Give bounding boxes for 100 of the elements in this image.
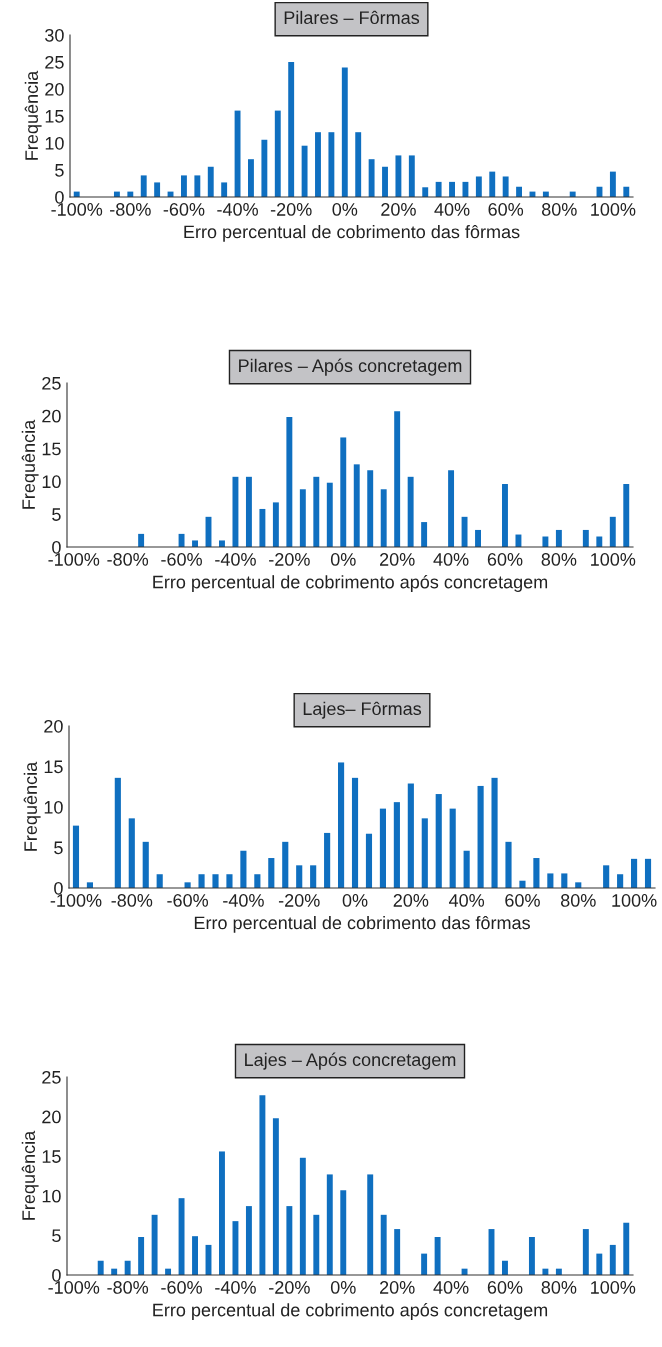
bar [282,841,289,888]
bar [462,181,469,197]
bar [259,508,266,547]
bar [296,865,303,888]
bar [219,540,225,547]
bar [245,1206,252,1275]
bar [338,762,345,888]
bar [124,1260,131,1275]
x-tick-label: -60% [163,203,205,216]
x-tick-label: 40% [448,894,485,907]
y-tick-label: 15 [45,110,64,123]
x-axis-title: Erro percentual de cobrimento após concretagem [153,574,548,592]
bar [178,533,185,547]
chart-title: Lajes– Fôrmas [303,701,422,719]
x-tick-label: -20% [278,894,320,907]
bar [365,833,373,888]
x-tick-label: -80% [111,894,153,907]
y-tick-label: 15 [42,1150,61,1163]
x-tick-label: -100% [50,894,102,907]
x-tick-label: 0% [330,1281,356,1294]
x-tick-label: 100% [612,894,657,907]
bar [72,825,80,888]
y-tick-label: 15 [44,760,63,774]
x-tick-label: -60% [161,553,202,566]
bar [192,1236,198,1275]
bar [489,171,496,197]
bar [232,1221,239,1275]
chart-title: Pilares – Fôrmas [284,10,420,25]
bar [315,132,321,197]
y-tick-label: 10 [42,475,61,489]
bar [395,155,402,197]
bar [355,132,362,197]
bar [248,159,254,197]
bar [582,1229,589,1275]
y-tick-label: 10 [45,136,64,150]
x-tick-label: -20% [269,1281,310,1294]
bar [286,1206,293,1275]
bar [582,529,589,547]
chart-title: Pilares – Após concretagem [239,358,462,376]
bar [194,175,201,197]
bar [463,850,470,888]
x-tick-label: 100% [591,1281,636,1294]
x-tick-label: -40% [215,1281,256,1294]
x-tick-label: -80% [107,1281,149,1294]
x-tick-label: 20% [380,1281,415,1294]
bar [326,482,333,547]
bar [340,1190,347,1275]
bar [140,175,147,197]
x-axis-title: Erro percentual de cobrimento após concretagem [153,1302,548,1320]
bar [299,489,306,547]
bar [435,794,442,888]
bar [268,858,275,888]
x-tick-label: 40% [434,203,470,216]
bar [299,1157,306,1275]
y-tick-label: 20 [45,82,64,96]
bar [138,1236,145,1275]
bar [623,1222,630,1275]
x-tick-label: 40% [433,553,469,566]
bar [555,529,562,547]
bar [192,540,198,547]
bar [623,484,630,547]
y-tick-label: 30 [45,28,64,42]
x-tick-label: 80% [541,1281,577,1294]
bar [408,155,415,197]
y-axis-title: Frequência [24,70,42,160]
bar [128,818,135,888]
bar [421,818,428,888]
bar [341,67,348,197]
bar [259,1095,266,1275]
y-tick-label: 20 [44,719,63,733]
x-tick-label: -60% [161,1281,202,1294]
x-tick-label: 0% [330,553,356,566]
bar [394,411,401,547]
bar [353,464,360,547]
y-tick-label: 5 [52,508,61,521]
bar [367,470,374,547]
bar [219,1151,225,1275]
bar [261,139,268,197]
x-tick-label: -80% [107,553,149,566]
bar [240,850,247,888]
bar [272,1118,279,1275]
x-tick-label: 0% [342,894,368,907]
x-tick-label: -20% [269,553,310,566]
bar [313,476,320,547]
x-tick-label: -100% [48,553,100,566]
x-tick-label: 80% [541,553,577,566]
bar [232,476,239,547]
bar [142,841,149,888]
x-tick-label: 100% [591,553,636,566]
y-tick-label: 0 [55,190,64,204]
bar [448,470,455,547]
bar [394,1229,401,1275]
x-tick-label: 60% [488,203,524,216]
bar [207,166,214,197]
bar [151,1214,158,1275]
bar [644,858,652,888]
bar [435,181,442,197]
bar [286,417,293,547]
y-tick-label: 0 [54,881,63,895]
x-tick-label: 60% [487,553,523,566]
